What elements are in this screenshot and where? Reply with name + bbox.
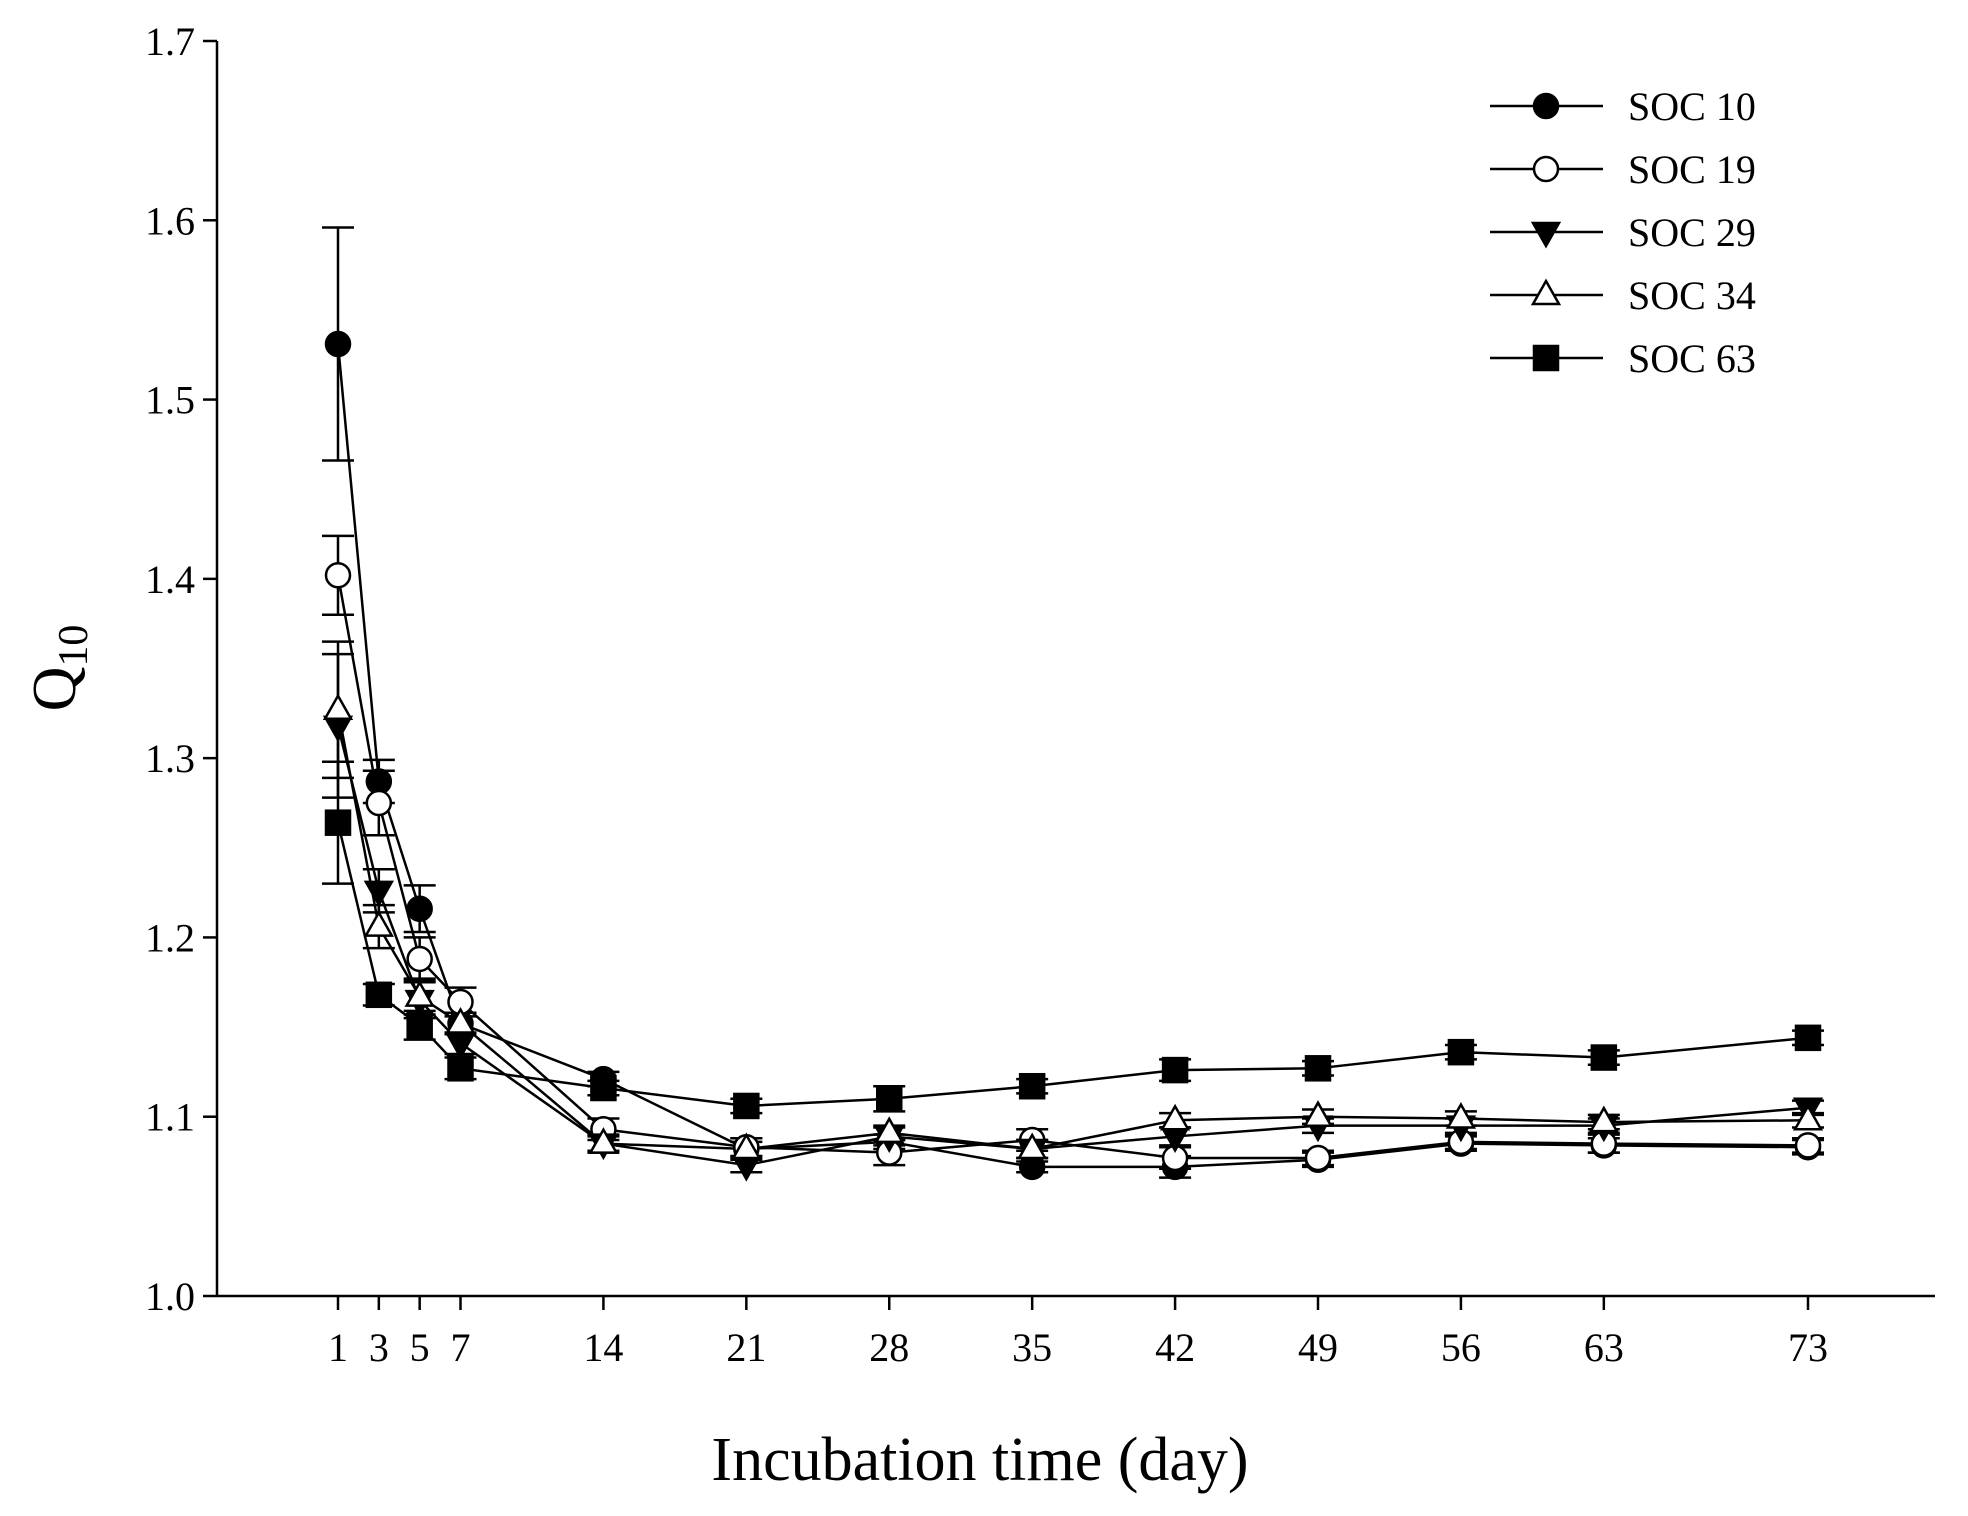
soc-29-point [731,1154,762,1182]
soc-63-point [1304,1055,1332,1082]
x-tick-label: 28 [869,1325,909,1370]
soc-29-line [336,725,1809,1167]
x-ticks: 1 3 5 7 14 21 28 35 42 49 56 63 73 [328,1296,1828,1370]
soc-34-point [445,1006,476,1034]
soc-10-line [336,343,1809,1169]
legend-marker-soc-29 [1530,221,1562,249]
y-ticks: 1.0 1.1 1.2 1.3 1.4 1.5 1.6 1.7 [145,19,217,1319]
soc-63-point [1590,1044,1618,1071]
legend-marker-soc-63 [1532,344,1560,372]
legend-marker-soc-19 [1532,155,1560,183]
y-tick-label: 1.2 [145,915,195,960]
soc-34-point [874,1116,905,1144]
soc-10-point [406,895,433,922]
y-tick-label: 1.5 [145,378,195,423]
soc-63-point [876,1085,903,1113]
soc-63-point [1447,1038,1475,1066]
soc-34-point [404,980,435,1007]
soc-34-point [1017,1132,1048,1160]
soc-63-point [733,1092,760,1120]
soc-34-point [588,1127,619,1154]
soc-19-point [365,789,393,817]
legend-label-soc-34: SOC 34 [1628,273,1756,318]
legend-marker-soc-10 [1532,92,1560,120]
x-axis-title: Incubation time (day) [711,1426,1248,1494]
soc-63-point [1018,1072,1046,1100]
y-tick-label: 1.0 [145,1274,195,1319]
soc-63-point [324,809,352,836]
x-tick-label: 7 [451,1325,471,1370]
legend-label-soc-63: SOC 63 [1628,336,1756,381]
y-tick-label: 1.3 [145,736,195,781]
soc-34-point [1588,1105,1619,1133]
soc-34-point [1445,1101,1477,1129]
y-axis-title-main: Q [21,667,89,712]
y-tick-label: 1.4 [145,557,195,602]
soc-29-point [322,715,354,743]
soc-19-line [336,575,1809,1160]
soc-19-point [1794,1132,1822,1159]
legend-marker-soc-34 [1530,278,1562,306]
soc-29-point [363,880,394,908]
y-tick-label: 1.7 [145,19,195,64]
y-axis-title-subscript: 10 [51,625,97,667]
soc-63-point [1794,1024,1822,1052]
x-tick-label: 5 [410,1325,430,1370]
error-bars [322,226,1824,1179]
soc-29-point [445,1032,476,1060]
soc-19-point [1304,1144,1332,1172]
axes [215,41,1935,1298]
soc-34-line [336,709,1809,1151]
x-tick-label: 49 [1298,1325,1338,1370]
soc-34-point [363,910,394,937]
soc-19-point [324,562,352,589]
legend-label-soc-10: SOC 10 [1628,84,1756,129]
legend-label-soc-29: SOC 29 [1628,210,1756,255]
soc-19-point [406,945,433,973]
x-tick-label: 21 [726,1325,766,1370]
soc-34-point [1792,1103,1824,1131]
soc-63-point [447,1055,474,1082]
legend-label-soc-19: SOC 19 [1628,147,1756,192]
x-tick-label: 1 [328,1325,348,1370]
y-axis-title: Q10 [21,625,97,712]
soc-63-line [336,822,1809,1108]
svg-text:Q10: Q10 [21,625,97,712]
x-tick-label: 42 [1155,1325,1195,1370]
data-markers [322,330,1824,1182]
soc-34-point [322,693,354,720]
soc-63-point [406,1012,433,1039]
soc-63-point [1161,1056,1189,1084]
soc-34-point [1302,1100,1334,1127]
soc-34-point [1159,1103,1191,1131]
soc-34-point [731,1132,762,1160]
soc-10-point [324,330,352,358]
x-tick-label: 14 [583,1325,623,1370]
legend: SOC 10 SOC 19 SOC 29 SOC 34 SOC 63 [1490,84,1756,381]
y-tick-label: 1.1 [145,1095,195,1140]
soc-63-point [365,981,393,1009]
soc-63-point [590,1074,617,1102]
series-lines [336,343,1809,1169]
y-tick-label: 1.6 [145,198,195,243]
x-tick-label: 3 [369,1325,389,1370]
x-tick-label: 56 [1441,1325,1481,1370]
x-tick-label: 73 [1788,1325,1828,1370]
x-tick-label: 35 [1012,1325,1052,1370]
x-tick-label: 63 [1584,1325,1624,1370]
